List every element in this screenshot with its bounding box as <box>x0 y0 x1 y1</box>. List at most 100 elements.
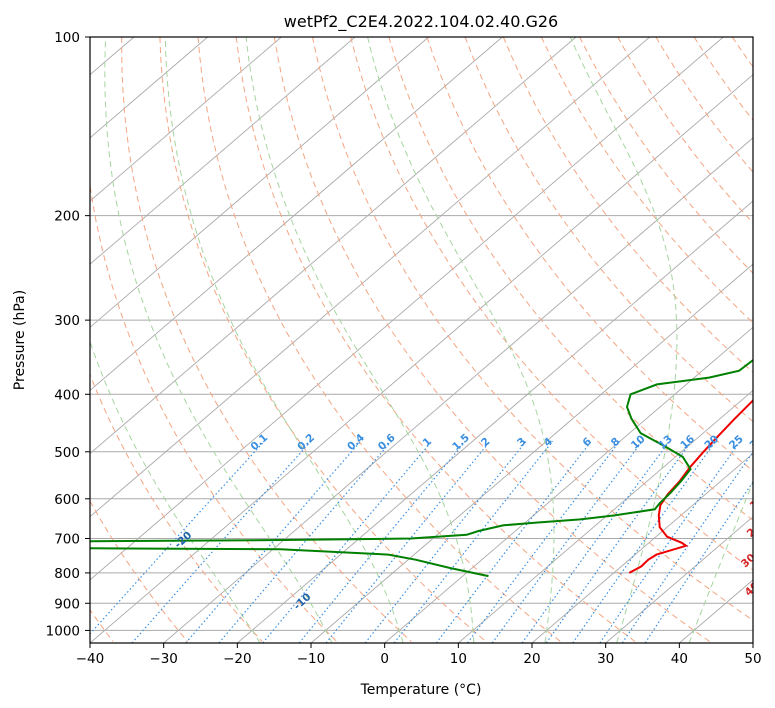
moist-adiabat-line <box>367 37 555 643</box>
mixing-ratio-label: 2 <box>479 435 492 449</box>
mixing-ratio-line <box>90 440 265 635</box>
isotherm-line <box>384 326 753 643</box>
moist-adiabat-label: 0 <box>750 465 763 479</box>
y-tick-label: 600 <box>54 492 80 508</box>
isotherm-line <box>752 642 753 643</box>
temperature-profile-line <box>628 398 753 574</box>
mixing-ratio-line <box>298 440 466 643</box>
moist-adiabat-line <box>688 480 753 643</box>
plot-frame <box>89 36 754 644</box>
x-axis-label: Temperature (°C) <box>360 682 482 698</box>
x-tick-label: −10 <box>297 651 326 667</box>
x-tick-label: −30 <box>149 651 178 667</box>
mixing-ratio-line <box>491 440 643 643</box>
y-tick-label: 100 <box>54 30 80 46</box>
x-tick-label: 30 <box>597 651 614 667</box>
moist-adiabat-label: 40 <box>743 580 762 599</box>
mixing-ratio-line <box>325 440 491 643</box>
dry-adiabat-label: -40 <box>0 406 6 428</box>
mixing-ratio-label: 1.5 <box>450 432 472 453</box>
mixing-ratio-label: 4 <box>542 435 555 449</box>
moist-adiabat-label: 20 <box>745 521 764 540</box>
dry-adiabat-line <box>617 37 753 224</box>
chart-title: wetPf2_C2E4.2022.104.02.40.G26 <box>284 12 558 32</box>
y-axis-label: Pressure (hPa) <box>12 290 28 390</box>
dry-adiabat-line <box>770 37 775 642</box>
isotherm-line <box>237 200 753 643</box>
mixing-ratio-label: 30 <box>747 433 766 452</box>
mixing-ratio-label: 1 <box>421 435 434 449</box>
isotherm-line <box>679 579 753 643</box>
x-tick-label: 40 <box>671 651 688 667</box>
dry-adiabat-line <box>502 37 753 373</box>
dry-adiabat-line <box>90 500 188 642</box>
y-tick-label: 400 <box>54 387 80 403</box>
y-tick-label: 200 <box>54 209 80 225</box>
dry-adiabat-label: -30 <box>70 468 92 490</box>
isotherm-line <box>90 37 356 265</box>
mixing-ratio-line <box>644 480 753 643</box>
dry-adiabat-line <box>388 37 753 521</box>
x-tick-label: 20 <box>523 651 540 667</box>
y-tick-label: 900 <box>54 596 80 612</box>
moist-adiabat-line <box>164 37 404 643</box>
mixing-ratio-line <box>262 440 433 643</box>
mixing-ratio-label: 0.2 <box>295 432 317 453</box>
isotherm-line <box>0 37 60 643</box>
mixing-ratio-label: 25 <box>727 433 746 452</box>
isotherm-line <box>605 516 753 643</box>
dry-adiabat-line <box>90 373 263 642</box>
x-tick-label: 50 <box>744 651 761 667</box>
x-tick-label: 0 <box>380 651 389 667</box>
y-tick-label: 300 <box>54 313 80 329</box>
mixing-ratio-label: 0.4 <box>345 432 367 453</box>
mixing-ratio-label: 3 <box>515 435 528 449</box>
dry-adiabat-line <box>426 37 753 472</box>
isotherm-line <box>458 389 753 643</box>
mixing-ratio-line <box>599 440 741 643</box>
dry-adiabat-line <box>90 181 338 642</box>
mixing-ratio-label: 36 <box>768 433 775 452</box>
moist-adiabat-label: 30 <box>739 551 758 570</box>
dry-adiabat-line <box>312 37 753 621</box>
isotherm-line <box>90 74 753 643</box>
moist-adiabat-line <box>90 340 261 643</box>
y-tick-label: 500 <box>54 445 80 461</box>
dry-adiabat-line <box>540 37 753 324</box>
moist-adiabat-label: 10 <box>748 494 767 513</box>
mixing-ratio-label: 13 <box>656 433 675 452</box>
dry-adiabat-line <box>655 37 753 173</box>
moist-adiabat-line <box>569 37 678 643</box>
mixing-ratio-label: 8 <box>609 435 622 449</box>
y-tick-label: 700 <box>54 532 80 548</box>
isotherm-line <box>90 37 282 202</box>
mixing-ratio-label: 16 <box>678 433 697 452</box>
isotherm-line <box>90 37 503 392</box>
x-tick-label: −20 <box>223 651 252 667</box>
isotherm-line <box>90 37 208 139</box>
isotherm-line <box>90 37 429 328</box>
mixing-ratio-line <box>218 440 392 643</box>
x-tick-label: 10 <box>450 651 467 667</box>
dry-adiabat-line <box>235 37 636 642</box>
dry-adiabat-line <box>350 37 753 571</box>
dry-adiabat-line <box>159 37 487 642</box>
moist-adiabat-line <box>104 37 333 643</box>
mixing-ratio-line <box>185 440 362 643</box>
dry-adiabat-line <box>693 37 753 121</box>
moist-adiabat-line <box>245 37 475 643</box>
mixing-ratio-label: 0.1 <box>248 432 270 453</box>
dry-adiabat-line <box>197 37 561 642</box>
mixing-ratio-label: 6 <box>580 435 593 449</box>
dewpoint-profile-line <box>90 358 753 578</box>
mixing-ratio-line <box>621 451 753 643</box>
mixing-ratio-label: 0.6 <box>376 432 398 453</box>
dry-adiabat-label: -20 <box>172 529 194 551</box>
x-tick-label: −40 <box>76 651 105 667</box>
y-tick-label: 800 <box>54 566 80 582</box>
dry-adiabat-line <box>273 37 710 642</box>
dry-adiabat-line <box>464 37 753 423</box>
isotherm-line <box>531 452 753 643</box>
mixing-ratio-line <box>521 440 671 643</box>
